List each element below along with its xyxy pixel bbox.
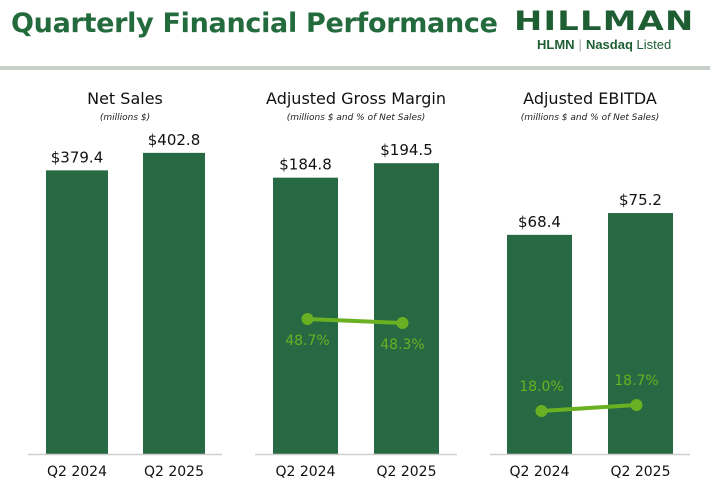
- adjusted-ebitda-subtitle: (millions $ and % of Net Sales): [521, 113, 660, 123]
- adjusted-gross-margin-x-tick-label: Q2 2024: [275, 464, 335, 480]
- net-sales-value-label: $402.8: [148, 131, 201, 149]
- header-divider: [0, 66, 710, 70]
- adjusted-ebitda-pct-label: 18.7%: [614, 373, 658, 389]
- adjusted-gross-margin-pct-point: [396, 317, 409, 329]
- adjusted-ebitda-bar: [507, 234, 572, 454]
- logo-exchange: Nasdaq: [585, 37, 633, 52]
- adjusted-gross-margin-value-label: $194.5: [380, 141, 433, 159]
- adjusted-ebitda-title: Adjusted EBITDA: [523, 89, 657, 108]
- adjusted-gross-margin-pct-label: 48.3%: [380, 337, 424, 353]
- adjusted-ebitda-x-tick-label: Q2 2024: [509, 464, 569, 480]
- adjusted-gross-margin-pct-point: [301, 313, 314, 325]
- net-sales-value-label: $379.4: [51, 148, 104, 166]
- net-sales-subtitle: (millions $): [100, 113, 150, 123]
- adjusted-gross-margin-x-tick-label: Q2 2025: [376, 464, 436, 480]
- logo-listed: Listed: [636, 37, 672, 52]
- adjusted-gross-margin-pct-line: [307, 317, 403, 325]
- logo-wordmark: HILLMAN: [514, 6, 695, 37]
- net-sales-title: Net Sales: [87, 89, 163, 108]
- logo-ticker: HLMN: [537, 37, 575, 52]
- logo-separator: |: [578, 37, 582, 52]
- adjusted-ebitda-value-label: $75.2: [619, 191, 662, 209]
- net-sales-bar: [46, 170, 108, 454]
- adjusted-ebitda-value-label: $68.4: [518, 213, 561, 231]
- adjusted-ebitda-pct-point: [535, 405, 548, 417]
- adjusted-gross-margin-title: Adjusted Gross Margin: [266, 89, 446, 108]
- adjusted-ebitda-pct-point: [630, 399, 643, 411]
- hillman-logo: HILLMAN HLMN | Nasdaq Listed: [507, 8, 702, 53]
- adjusted-gross-margin-pct-label: 48.7%: [285, 333, 329, 349]
- adjusted-gross-margin-subtitle: (millions $ and % of Net Sales): [287, 113, 426, 123]
- page-title: Quarterly Financial Performance: [11, 8, 498, 39]
- adjusted-ebitda-bar: [608, 213, 673, 454]
- net-sales-x-tick-label: Q2 2025: [144, 464, 204, 480]
- adjusted-ebitda-x-tick-label: Q2 2025: [610, 464, 670, 480]
- adjusted-ebitda-pct-line: [541, 403, 637, 413]
- net-sales-x-tick-label: Q2 2024: [47, 464, 107, 480]
- adjusted-ebitda-pct-label: 18.0%: [519, 379, 563, 395]
- adjusted-gross-margin-bar: [374, 163, 439, 454]
- adjusted-gross-margin-value-label: $184.8: [279, 156, 332, 174]
- logo-subtitle: HLMN | Nasdaq Listed: [537, 37, 702, 53]
- net-sales-bar: [143, 152, 205, 454]
